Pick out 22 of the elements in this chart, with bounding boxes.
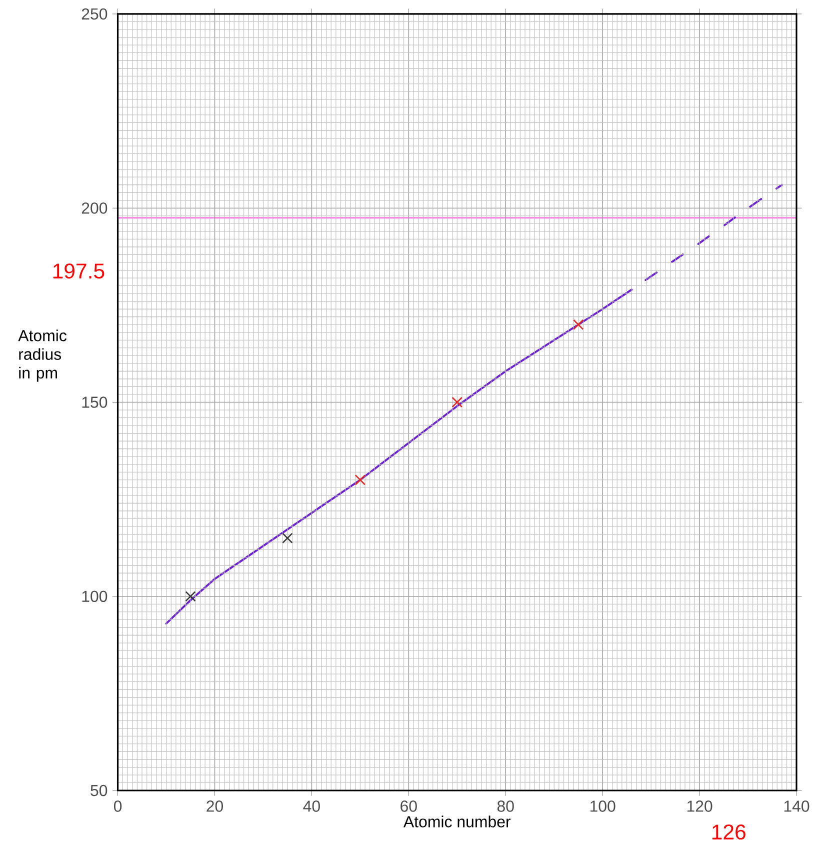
x-tick-label: 120 xyxy=(687,800,712,812)
y-tick-label: 100 xyxy=(82,590,108,602)
x-axis-title: Atomic number xyxy=(403,816,510,828)
x-tick-label: 0 xyxy=(114,800,122,812)
y-axis-title: Atomic radius in pm xyxy=(18,330,66,382)
y-tick-label: 150 xyxy=(82,396,108,408)
annotation: 197.5 xyxy=(53,264,104,279)
text: 126 xyxy=(712,824,746,840)
y-tick-label: 250 xyxy=(82,8,108,20)
point xyxy=(354,474,366,486)
y-tick-label: 200 xyxy=(82,202,108,214)
x-tick-label: 40 xyxy=(303,800,320,812)
x-tick-label: 60 xyxy=(400,800,417,812)
x-tick-label: 80 xyxy=(497,800,514,812)
x-tick-label: 140 xyxy=(784,800,810,812)
point xyxy=(452,396,462,408)
x-tick-label: 20 xyxy=(206,800,223,812)
y-tick-label: 50 xyxy=(90,784,108,796)
point xyxy=(185,590,196,602)
x-tick-label: 100 xyxy=(590,800,616,812)
point xyxy=(572,319,584,330)
point xyxy=(282,532,293,544)
